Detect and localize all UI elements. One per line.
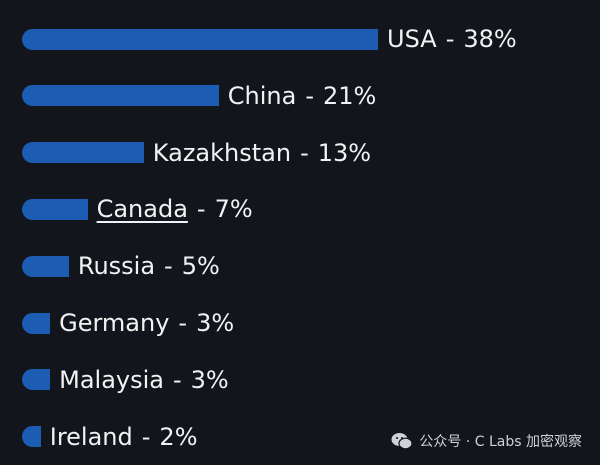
bar-label: Russia -5% xyxy=(78,252,220,280)
value-label: 3% xyxy=(196,309,235,337)
value-label: 2% xyxy=(159,422,198,451)
bar xyxy=(22,255,69,277)
bar-label: Kazakhstan -13% xyxy=(153,139,371,167)
separator: - xyxy=(445,25,455,53)
bar-label: Canada -7% xyxy=(97,195,253,223)
value-label: 5% xyxy=(181,252,220,281)
bar-row: Kazakhstan -13% xyxy=(22,139,371,167)
separator: - xyxy=(172,365,182,394)
category-label: Ireland xyxy=(49,422,133,451)
watermark: 公众号 · C Labs 加密观察 xyxy=(391,431,582,451)
separator: - xyxy=(164,252,173,281)
separator: - xyxy=(196,195,206,224)
value-label: 21% xyxy=(323,81,377,110)
bar-row: Malaysia -3% xyxy=(22,366,229,394)
category-label: USA xyxy=(387,25,437,53)
bar xyxy=(22,28,379,50)
bar-row: China -21% xyxy=(22,82,377,110)
category-label: Malaysia xyxy=(59,365,164,394)
separator: - xyxy=(305,81,314,110)
bar-label: Malaysia -3% xyxy=(59,366,229,394)
bar-row: Russia -5% xyxy=(22,252,220,280)
value-label: 7% xyxy=(214,195,253,224)
bar-row: Germany -3% xyxy=(22,309,234,337)
separator: - xyxy=(178,309,188,337)
value-label: 3% xyxy=(190,365,229,394)
bar xyxy=(22,198,88,220)
value-label: 13% xyxy=(317,138,372,167)
bar xyxy=(22,426,41,448)
value-label: 38% xyxy=(463,25,517,53)
bar-row: USA -38% xyxy=(22,25,517,53)
bar-label: China -21% xyxy=(228,82,377,110)
category-label[interactable]: Canada xyxy=(96,195,188,224)
bar xyxy=(22,142,144,164)
bar-label: USA -38% xyxy=(387,25,517,53)
separator: - xyxy=(141,422,151,451)
category-label: Russia xyxy=(77,252,156,281)
bar-row: Canada -7% xyxy=(22,195,253,223)
category-label: China xyxy=(227,81,297,110)
watermark-text: 公众号 · C Labs 加密观察 xyxy=(419,434,582,450)
bar xyxy=(22,369,51,391)
category-label: Germany xyxy=(59,309,170,337)
bar xyxy=(22,85,219,107)
category-label: Kazakhstan xyxy=(152,138,292,167)
bar-row: Ireland -2% xyxy=(22,423,198,451)
bar xyxy=(22,312,51,334)
bar-label: Germany -3% xyxy=(59,309,234,337)
wechat-icon xyxy=(391,433,414,450)
bar-label: Ireland -2% xyxy=(50,423,198,451)
separator: - xyxy=(300,138,309,167)
